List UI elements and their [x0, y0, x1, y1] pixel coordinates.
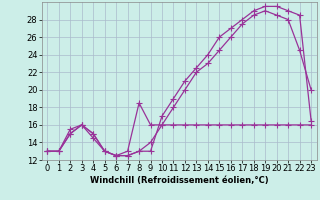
- X-axis label: Windchill (Refroidissement éolien,°C): Windchill (Refroidissement éolien,°C): [90, 176, 268, 185]
